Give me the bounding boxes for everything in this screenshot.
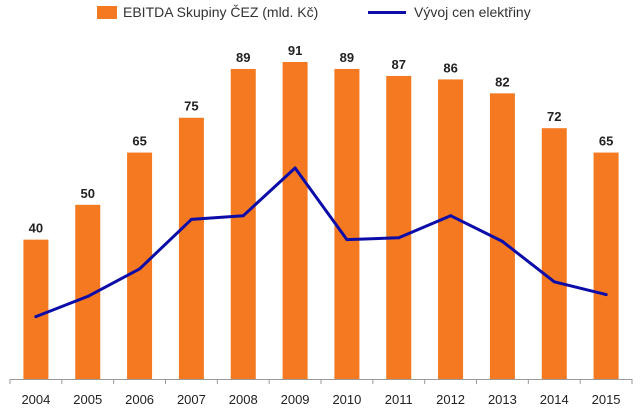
bar-2010 [334, 68, 360, 379]
line-point-2005 [86, 294, 90, 298]
line-point-2004 [34, 315, 38, 319]
legend-label-price: Vývoj cen elektřiny [414, 4, 531, 20]
line-point-2011 [397, 236, 401, 240]
bar-2015 [593, 152, 619, 379]
line-point-2006 [138, 267, 142, 271]
legend-swatch-line [368, 10, 406, 14]
x-tick-label-2013: 2013 [488, 392, 517, 407]
line-point-2010 [345, 238, 349, 242]
line-point-2007 [189, 217, 193, 221]
bar-2011 [386, 75, 412, 379]
bar-2006 [127, 152, 153, 379]
bar-data-label-2013: 82 [495, 74, 509, 89]
x-tick-label-2010: 2010 [332, 392, 361, 407]
x-tick-label-2009: 2009 [281, 392, 310, 407]
x-tick-label-2014: 2014 [540, 392, 569, 407]
bar-data-label-2011: 87 [392, 57, 406, 72]
bar-data-label-2004: 40 [29, 221, 43, 236]
line-series-electricity-price [34, 166, 608, 319]
bar-data-label-2014: 72 [547, 109, 561, 124]
x-tick-label-2007: 2007 [177, 392, 206, 407]
line-point-2012 [449, 214, 453, 218]
bar-2014 [541, 128, 567, 379]
bars-group [23, 62, 619, 380]
x-tick-label-2004: 2004 [21, 392, 50, 407]
legend-label-ebitda: EBITDA Skupiny ČEZ (mld. Kč) [123, 4, 319, 20]
bar-data-label-2005: 50 [81, 186, 95, 201]
bar-data-label-2008: 89 [236, 50, 250, 65]
x-tick-labels-group: 2004 2005 2006 2007 2008 2009 2010 2011 2012 2013… [21, 392, 620, 407]
legend-item-ebitda: EBITDA Skupiny ČEZ (mld. Kč) [97, 4, 318, 20]
line-point-2008 [241, 214, 245, 218]
bar-data-label-2015: 65 [599, 134, 613, 149]
bar-2007 [178, 117, 204, 379]
bar-2012 [438, 79, 464, 380]
x-tick-label-2006: 2006 [125, 392, 154, 407]
line-point-2009 [293, 166, 297, 170]
x-tick-label-2005: 2005 [73, 392, 102, 407]
x-axis [9, 379, 633, 384]
bar-2004 [23, 239, 49, 379]
bar-labels-group: 40 50 65 75 89 91 89 87 86 82 72 65 [29, 43, 614, 236]
bar-2009 [282, 62, 308, 379]
line-point-2014 [552, 280, 556, 284]
x-tick-label-2011: 2011 [385, 392, 413, 407]
chart-legend: EBITDA Skupiny ČEZ (mld. Kč) Vývoj cen e… [0, 4, 640, 28]
line-point-2015 [604, 293, 608, 297]
x-tick-label-2008: 2008 [229, 392, 258, 407]
bar-data-label-2010: 89 [340, 50, 354, 65]
x-tick-label-2012: 2012 [436, 392, 465, 407]
line-series-group [34, 166, 608, 319]
line-point-2013 [500, 239, 504, 243]
legend-swatch-bar [97, 5, 117, 19]
x-tick-label-2015: 2015 [592, 392, 621, 407]
legend-item-price: Vývoj cen elektřiny [368, 4, 531, 20]
bar-data-label-2006: 65 [132, 134, 146, 149]
bar-data-label-2012: 86 [443, 60, 457, 75]
bar-data-label-2007: 75 [184, 99, 198, 114]
bar-data-label-2009: 91 [288, 43, 302, 58]
bar-2008 [230, 68, 256, 379]
